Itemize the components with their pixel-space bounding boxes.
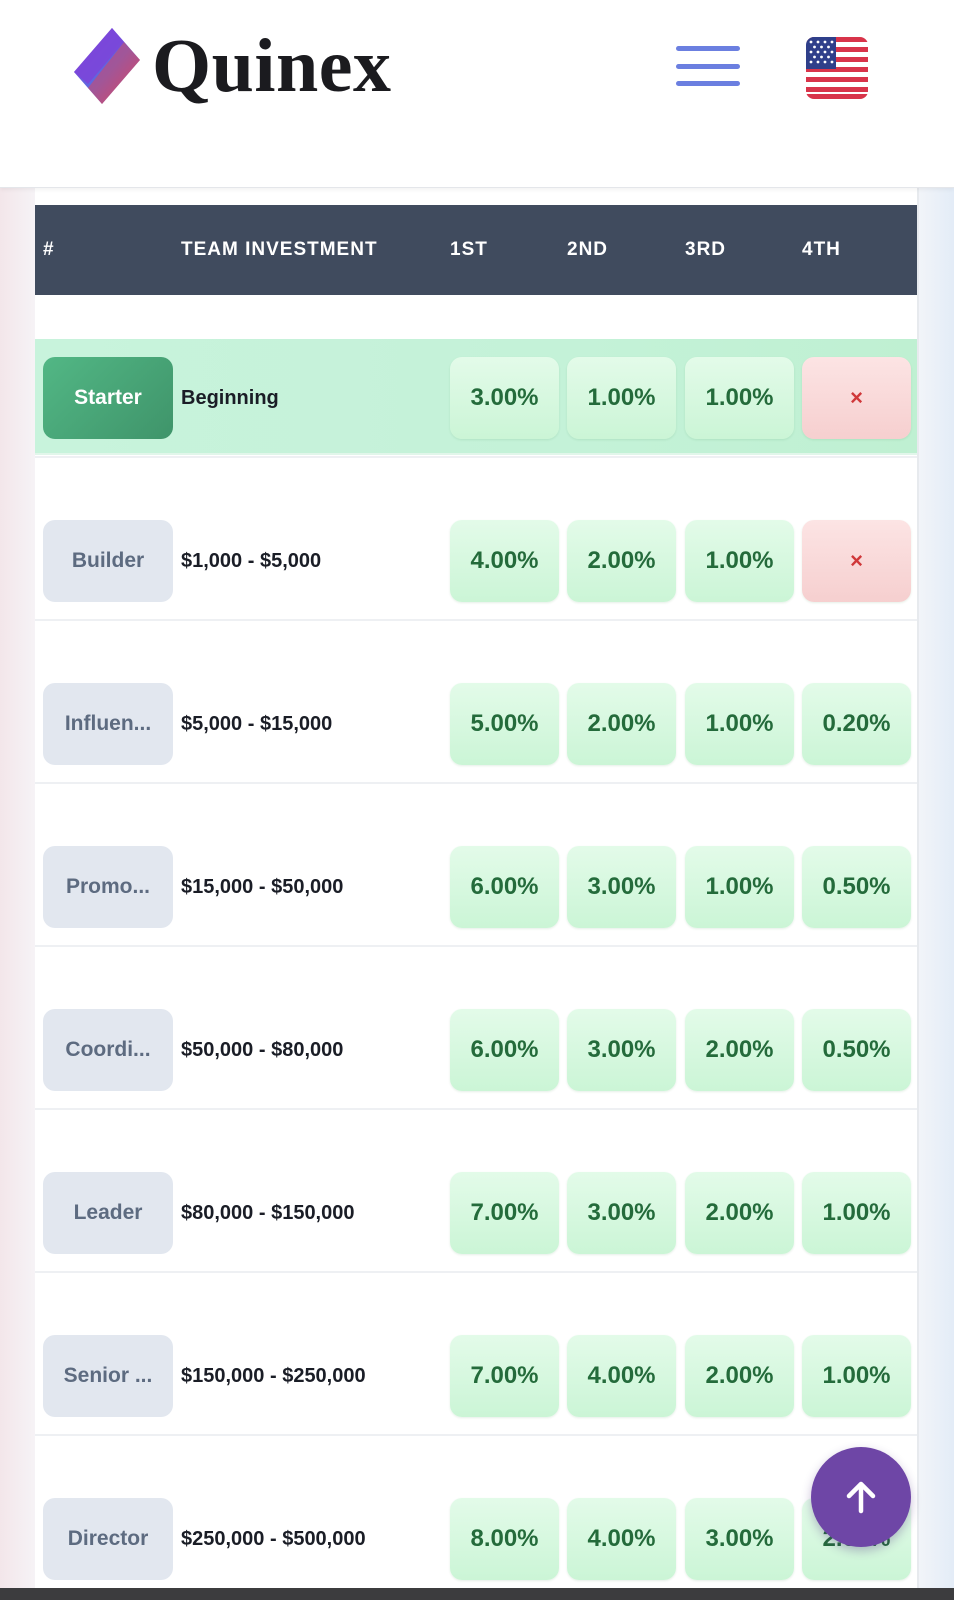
row-divider xyxy=(35,456,919,458)
level-1-rate: 5.00% xyxy=(450,683,559,765)
team-investment: $50,000 - $80,000 xyxy=(181,1039,344,1061)
column-header-2nd: 2ND xyxy=(567,239,609,260)
bottom-browser-bar xyxy=(0,1588,954,1600)
team-investment: $250,000 - $500,000 xyxy=(181,1528,366,1550)
level-4-unavailable: × xyxy=(802,357,911,439)
column-header-rank: # xyxy=(43,239,55,260)
commission-table: # TEAM INVESTMENT 1ST 2ND 3RD 4TH Starte… xyxy=(35,188,919,1588)
level-4-unavailable: × xyxy=(802,520,911,602)
quinex-logo-icon[interactable] xyxy=(72,26,142,106)
level-4-rate: 1.00% xyxy=(802,1335,911,1417)
level-4-rate: 0.20% xyxy=(802,683,911,765)
level-3-rate: 1.00% xyxy=(685,846,794,928)
level-1-rate: 6.00% xyxy=(450,1009,559,1091)
level-2-rate: 2.00% xyxy=(567,683,676,765)
level-2-rate: 3.00% xyxy=(567,1172,676,1254)
level-1-rate: 8.00% xyxy=(450,1498,559,1580)
table-row: Senior ... $150,000 - $250,000 7.00% 4.0… xyxy=(35,1317,919,1433)
menu-line xyxy=(676,63,740,69)
table-row: Coordi... $50,000 - $80,000 6.00% 3.00% … xyxy=(35,991,919,1107)
team-investment: Beginning xyxy=(181,387,279,409)
row-divider xyxy=(35,945,919,947)
rank-badge[interactable]: Coordi... xyxy=(43,1009,173,1091)
team-investment: $150,000 - $250,000 xyxy=(181,1365,366,1387)
table-header: # TEAM INVESTMENT 1ST 2ND 3RD 4TH xyxy=(35,205,919,295)
team-investment: $80,000 - $150,000 xyxy=(181,1202,355,1224)
row-divider xyxy=(35,1108,919,1110)
level-4-rate: 0.50% xyxy=(802,846,911,928)
brand-name[interactable]: Quinex xyxy=(152,24,392,108)
rank-badge[interactable]: Starter xyxy=(43,357,173,439)
arrow-up-icon xyxy=(846,1481,876,1514)
rank-badge[interactable]: Leader xyxy=(43,1172,173,1254)
team-investment: $15,000 - $50,000 xyxy=(181,876,344,898)
level-3-rate: 1.00% xyxy=(685,683,794,765)
table-row: Builder $1,000 - $5,000 4.00% 2.00% 1.00… xyxy=(35,502,919,618)
level-4-rate: 1.00% xyxy=(802,1172,911,1254)
level-2-rate: 4.00% xyxy=(567,1498,676,1580)
team-investment: $1,000 - $5,000 xyxy=(181,550,322,572)
level-3-rate: 1.00% xyxy=(685,520,794,602)
rank-badge[interactable]: Builder xyxy=(43,520,173,602)
rank-badge[interactable]: Director xyxy=(43,1498,173,1580)
us-flag-icon[interactable] xyxy=(806,37,868,99)
level-3-rate: 1.00% xyxy=(685,357,794,439)
level-3-rate: 3.00% xyxy=(685,1498,794,1580)
level-2-rate: 3.00% xyxy=(567,1009,676,1091)
table-row: Director $250,000 - $500,000 8.00% 4.00%… xyxy=(35,1480,919,1588)
table-row: Influen... $5,000 - $15,000 5.00% 2.00% … xyxy=(35,665,919,781)
column-header-1st: 1ST xyxy=(450,239,488,260)
rank-badge[interactable]: Senior ... xyxy=(43,1335,173,1417)
table-row: Promo... $15,000 - $50,000 6.00% 3.00% 1… xyxy=(35,828,919,944)
column-header-team-investment: TEAM INVESTMENT xyxy=(181,239,378,260)
level-3-rate: 2.00% xyxy=(685,1172,794,1254)
column-header-4th: 4TH xyxy=(802,239,841,260)
table-right-edge xyxy=(917,188,919,1588)
level-1-rate: 7.00% xyxy=(450,1172,559,1254)
menu-line xyxy=(676,46,740,51)
row-divider xyxy=(35,1434,919,1436)
level-1-rate: 4.00% xyxy=(450,520,559,602)
level-3-rate: 2.00% xyxy=(685,1335,794,1417)
table-row: Leader $80,000 - $150,000 7.00% 3.00% 2.… xyxy=(35,1154,919,1270)
scroll-to-top-button[interactable] xyxy=(811,1447,911,1547)
table-row: Starter Beginning 3.00% 1.00% 1.00% × xyxy=(35,339,919,455)
row-divider xyxy=(35,782,919,784)
level-2-rate: 3.00% xyxy=(567,846,676,928)
rank-badge[interactable]: Promo... xyxy=(43,846,173,928)
level-2-rate: 4.00% xyxy=(567,1335,676,1417)
level-2-rate: 1.00% xyxy=(567,357,676,439)
row-divider xyxy=(35,1271,919,1273)
hamburger-menu-icon[interactable] xyxy=(674,40,742,92)
level-4-rate: 0.50% xyxy=(802,1009,911,1091)
menu-line xyxy=(676,81,740,86)
level-2-rate: 2.00% xyxy=(567,520,676,602)
rank-badge[interactable]: Influen... xyxy=(43,683,173,765)
row-divider xyxy=(35,619,919,621)
level-3-rate: 2.00% xyxy=(685,1009,794,1091)
level-1-rate: 3.00% xyxy=(450,357,559,439)
team-investment: $5,000 - $15,000 xyxy=(181,713,333,735)
level-1-rate: 7.00% xyxy=(450,1335,559,1417)
level-1-rate: 6.00% xyxy=(450,846,559,928)
top-header: Quinex xyxy=(0,0,954,188)
column-header-3rd: 3RD xyxy=(685,239,727,260)
